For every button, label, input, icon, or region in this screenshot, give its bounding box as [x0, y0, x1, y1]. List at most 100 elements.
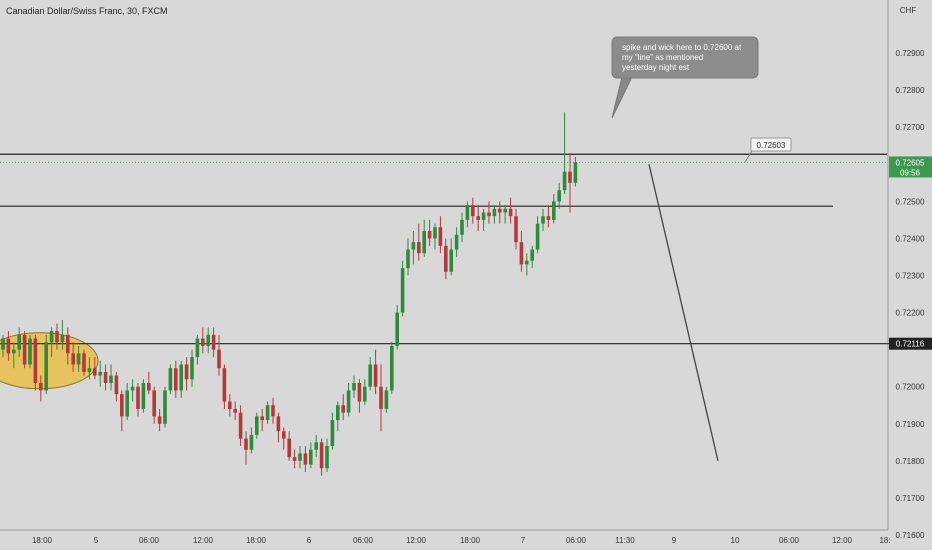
candle-body	[411, 242, 416, 250]
candle-body	[120, 394, 124, 417]
current-price-value: 0.72605	[896, 158, 925, 167]
candle-body	[233, 408, 237, 413]
candle-body	[28, 338, 32, 365]
candle-body	[357, 383, 362, 402]
candle-body	[82, 353, 86, 372]
candle-body	[476, 216, 480, 220]
candle-body	[141, 383, 146, 409]
candle-body	[211, 334, 216, 350]
time-tick-label: 18:00	[460, 536, 481, 545]
candle-body	[44, 342, 48, 391]
candle-body	[379, 386, 383, 409]
price-tick-label: 0.72800	[896, 86, 925, 95]
candle-body	[487, 212, 491, 217]
candle-body	[303, 453, 308, 465]
candle-body	[109, 375, 113, 384]
candle-body	[103, 371, 108, 384]
candle-body	[325, 446, 329, 469]
time-tick-label: 7	[521, 536, 526, 545]
candle-body	[6, 338, 11, 354]
candle-body	[525, 260, 529, 265]
candle-body	[17, 334, 21, 350]
price-axis-unit: CHF	[900, 6, 917, 15]
candle-body	[55, 331, 59, 343]
candle-body	[244, 438, 248, 450]
candle-body	[341, 405, 345, 413]
time-tick-label: 10	[731, 536, 740, 545]
chart-title: Canadian Dollar/Swiss Franc, 30, FXCM	[6, 6, 168, 16]
candle-body	[217, 349, 221, 369]
candle-body	[265, 405, 270, 421]
time-axis-ticks: 18:00 5 06:00 12:00 18:00 6 06:00 12:00 18:00 7 06…	[32, 536, 891, 545]
candle-body	[417, 242, 421, 254]
candle-body	[406, 249, 410, 269]
candle-body	[427, 231, 432, 239]
annotation-callout[interactable]: spike and wick here to 0.72600 at my "li…	[611, 36, 759, 119]
candle-body	[60, 334, 65, 343]
price-marker-callout[interactable]: 0.72603	[744, 137, 792, 163]
candle-body	[481, 212, 486, 220]
candle-body	[465, 205, 470, 220]
candle-body	[330, 420, 335, 447]
candle-body	[287, 438, 291, 458]
candle-body	[238, 412, 243, 439]
candle-body	[346, 390, 351, 413]
candle-body	[422, 231, 426, 254]
time-tick-label: 12:00	[193, 536, 214, 545]
candle-body	[179, 364, 183, 391]
candle-body	[384, 390, 389, 409]
candle-body	[174, 368, 178, 391]
price-tick-label: 0.72900	[896, 49, 925, 58]
candle-body	[562, 171, 567, 191]
candle-body	[471, 205, 475, 217]
time-tick-label: 11:30	[615, 536, 635, 545]
candle-body	[292, 457, 297, 461]
candle-body	[136, 386, 140, 409]
candle-body	[519, 242, 524, 265]
price-tick-label: 0.72500	[896, 197, 925, 206]
price-marker-value: 0.72603	[757, 141, 786, 150]
annotation-box	[611, 36, 759, 79]
candle-body	[71, 353, 75, 365]
horizontal-lines[interactable]	[0, 153, 932, 345]
candle-body	[336, 405, 340, 421]
candle-body	[33, 338, 38, 384]
candle-body	[503, 208, 507, 213]
candle-body	[260, 416, 264, 421]
candle-body	[352, 383, 356, 391]
candle-body	[568, 171, 572, 183]
candle-body	[147, 383, 151, 391]
candles	[1, 112, 578, 476]
time-tick-label: 18:00	[32, 536, 53, 545]
time-tick-label: 18:	[879, 536, 890, 545]
candle-body	[184, 364, 189, 380]
candle-body	[222, 368, 227, 402]
time-tick-label: 5	[94, 536, 99, 545]
candle-body	[314, 442, 318, 450]
annotation-line-1: spike and wick here to 0.72600 at	[622, 43, 742, 52]
price-tick-label: 0.71700	[896, 494, 925, 503]
candle-body	[454, 234, 459, 250]
candle-body	[460, 219, 464, 235]
price-tick-label: 0.72700	[896, 123, 925, 132]
time-tick-label: 06:00	[779, 536, 800, 545]
trend-line[interactable]	[648, 164, 719, 462]
candle-body	[557, 190, 561, 202]
candle-body	[438, 227, 443, 246]
candle-body	[125, 390, 129, 417]
candle-body	[255, 416, 259, 435]
candle-body	[498, 208, 502, 213]
candle-body	[390, 345, 394, 391]
candle-body	[552, 201, 556, 220]
time-tick-label: 12:00	[832, 536, 853, 545]
candle-body	[541, 216, 545, 224]
candle-body	[22, 334, 27, 365]
time-tick-label: 12:00	[406, 536, 427, 545]
candle-body	[93, 368, 97, 376]
candle-body	[271, 405, 275, 417]
annotation-line-3: yesterday night est	[622, 63, 690, 72]
candle-body	[163, 390, 167, 424]
candle-body	[363, 386, 367, 402]
candle-body	[249, 434, 254, 450]
